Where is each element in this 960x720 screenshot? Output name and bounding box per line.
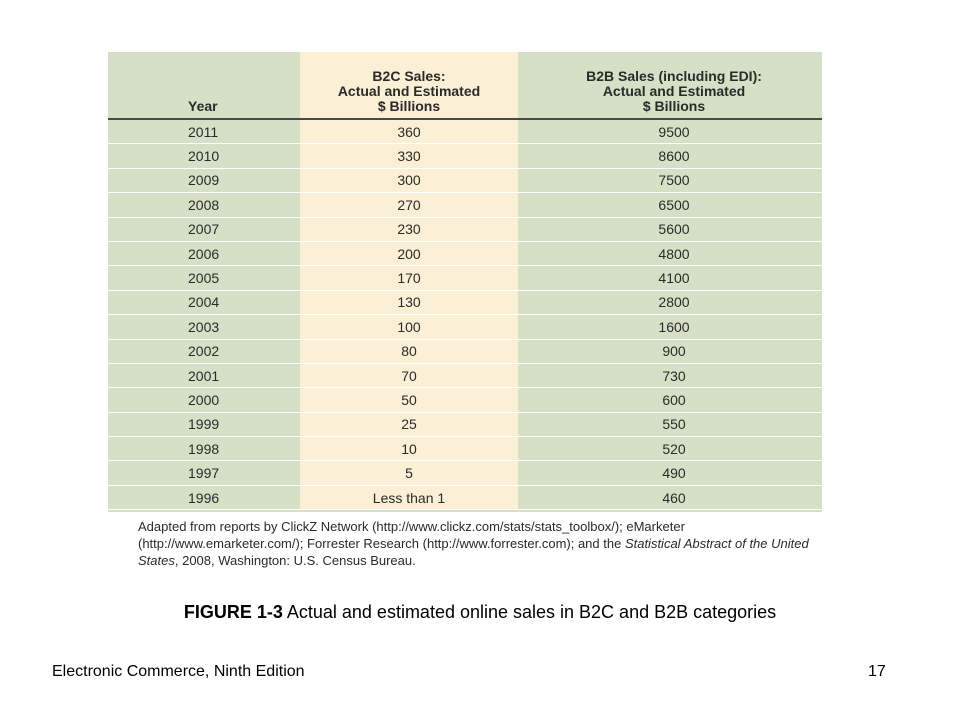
cell-b2c-sales: 70 (300, 363, 518, 389)
header-line: B2C Sales: (372, 68, 446, 84)
table-row: 1997 5 490 (108, 460, 830, 486)
cell-b2c-sales: 300 (300, 168, 518, 194)
table-row: 1998 10 520 (108, 436, 830, 462)
table-right-edge (822, 52, 830, 512)
cell-year: 1998 (108, 436, 300, 462)
table-row: 2002 80 900 (108, 339, 830, 364)
header-line: Actual and Estimated (337, 83, 481, 99)
header-line: Year (188, 98, 218, 114)
table-row: 2009 300 7500 (108, 168, 830, 194)
cell-year: 2008 (108, 192, 300, 218)
cell-b2b-sales: 7500 (518, 168, 830, 194)
cell-b2c-sales: 330 (300, 143, 518, 169)
cell-year: 2003 (108, 314, 300, 340)
table-row: 2007 230 5600 (108, 217, 830, 242)
cell-b2b-sales: 4100 (518, 265, 830, 291)
cell-year: 2009 (108, 168, 300, 194)
sales-table: Year B2C Sales: Actual and Estimated $ Bil… (108, 52, 830, 511)
cell-b2c-sales: 130 (300, 290, 518, 316)
footer-page-number: 17 (868, 663, 886, 680)
cell-year: 1997 (108, 460, 300, 486)
cell-b2b-sales: 8600 (518, 143, 830, 169)
table-row: 2006 200 4800 (108, 241, 830, 267)
cell-year: 1996 (108, 485, 300, 511)
cell-year: 2000 (108, 387, 300, 413)
source-note-text: Adapted from reports by ClickZ Network (… (138, 519, 685, 551)
footer-book-title: Electronic Commerce, Ninth Edition (52, 663, 305, 680)
figure-caption-text: Actual and estimated online sales in B2C… (282, 602, 777, 622)
cell-year: 2006 (108, 241, 300, 267)
header-line: B2B Sales (including EDI): (586, 68, 762, 84)
cell-b2b-sales: 550 (518, 412, 830, 438)
cell-b2b-sales: 5600 (518, 217, 830, 242)
cell-year: 2010 (108, 143, 300, 169)
cell-b2b-sales: 9500 (518, 119, 830, 145)
table-row: 1999 25 550 (108, 412, 830, 438)
cell-b2b-sales: 2800 (518, 290, 830, 316)
cell-b2b-sales: 520 (518, 436, 830, 462)
cell-b2c-sales: 25 (300, 412, 518, 438)
figure-label: FIGURE 1-3 (183, 602, 283, 622)
cell-b2b-sales: 490 (518, 460, 830, 486)
header-year: Year (108, 52, 300, 120)
table-row: 1996 Less than 1 460 (108, 485, 830, 511)
cell-b2b-sales: 730 (518, 363, 830, 389)
cell-b2c-sales: 360 (300, 119, 518, 145)
table-row: 2005 170 4100 (108, 265, 830, 291)
cell-b2b-sales: 460 (518, 485, 830, 511)
header-b2c-sales: B2C Sales: Actual and Estimated $ Billions (300, 52, 518, 120)
table-body: 2011 360 9500 2010 330 8600 2009 300 7500 2008 270… (108, 119, 830, 511)
cell-b2c-sales: 170 (300, 265, 518, 291)
cell-b2b-sales: 4800 (518, 241, 830, 267)
table-row: 2008 270 6500 (108, 192, 830, 218)
cell-b2c-sales: 80 (300, 339, 518, 364)
cell-b2c-sales: 230 (300, 217, 518, 242)
figure-caption: FIGURE 1-3 Actual and estimated online s… (0, 602, 960, 623)
cell-b2b-sales: 900 (518, 339, 830, 364)
table-row: 2010 330 8600 (108, 143, 830, 169)
cell-year: 2002 (108, 339, 300, 364)
header-line: $ Billions (642, 98, 706, 114)
cell-b2c-sales: 270 (300, 192, 518, 218)
header-line: Actual and Estimated (602, 83, 746, 99)
cell-year: 2005 (108, 265, 300, 291)
cell-b2b-sales: 1600 (518, 314, 830, 340)
table-row: 2004 130 2800 (108, 290, 830, 316)
source-note-text-end: , 2008, Washington: U.S. Census Bureau. (174, 553, 416, 568)
cell-year: 2001 (108, 363, 300, 389)
cell-year: 2007 (108, 217, 300, 242)
source-note: Adapted from reports by ClickZ Network (… (138, 518, 828, 569)
cell-b2c-sales: 10 (300, 436, 518, 462)
source-note-italic: Statistical Abstract of the United State… (138, 536, 809, 568)
cell-b2c-sales: 200 (300, 241, 518, 267)
table-row: 2000 50 600 (108, 387, 830, 413)
cell-b2c-sales: Less than 1 (300, 485, 518, 511)
cell-year: 2004 (108, 290, 300, 316)
cell-b2b-sales: 600 (518, 387, 830, 413)
header-b2b-sales: B2B Sales (including EDI): Actual and Est… (518, 52, 830, 120)
table-row: 2003 100 1600 (108, 314, 830, 340)
table-row: 2001 70 730 (108, 363, 830, 389)
cell-b2c-sales: 5 (300, 460, 518, 486)
table-header-row: Year B2C Sales: Actual and Estimated $ Bil… (108, 52, 830, 120)
cell-b2c-sales: 50 (300, 387, 518, 413)
cell-year: 1999 (108, 412, 300, 438)
cell-b2c-sales: 100 (300, 314, 518, 340)
cell-year: 2011 (108, 119, 300, 145)
cell-b2b-sales: 6500 (518, 192, 830, 218)
table-row: 2011 360 9500 (108, 119, 830, 145)
sales-table-panel: Year B2C Sales: Actual and Estimated $ Bil… (108, 52, 830, 512)
header-line: $ Billions (377, 98, 441, 114)
